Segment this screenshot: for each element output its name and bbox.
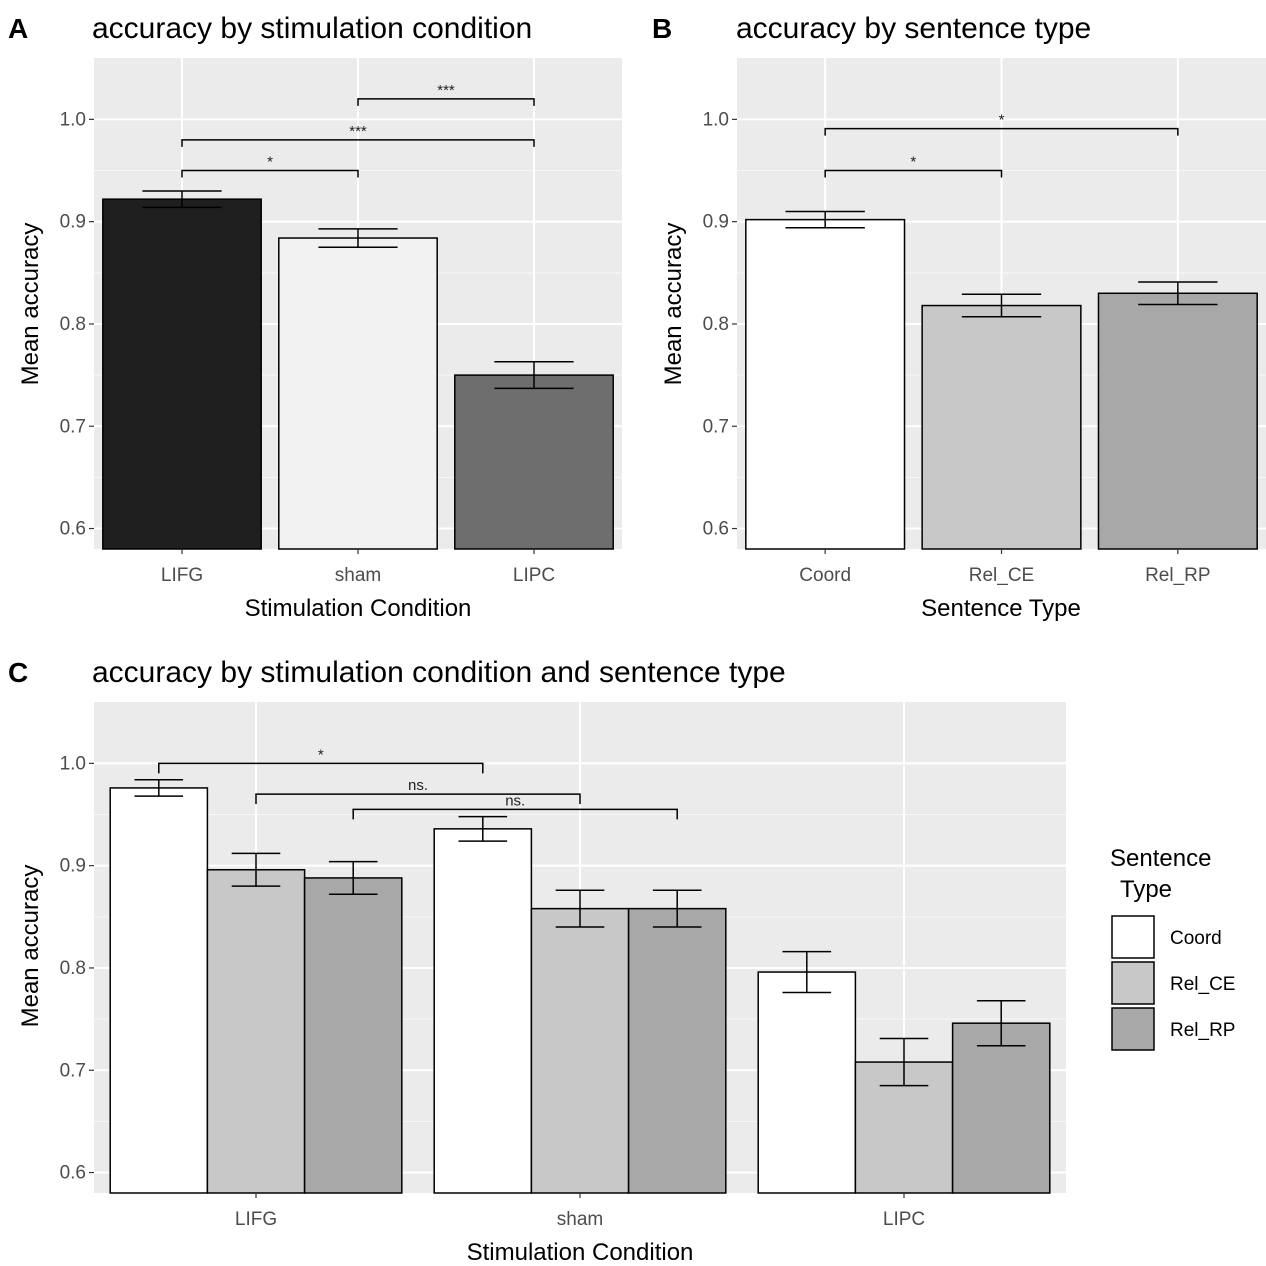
panel-b-xtick-label: Coord [799,565,851,586]
panel-a-xtick-label: LIFG [161,565,203,586]
panel-a-significance-bracket [181,139,535,147]
panel-c-ylabel: Mean accuracy [17,865,44,1028]
panel-b-ytick-label: 1.0 [703,109,729,130]
panel-c-ytick-label: 0.8 [60,958,86,979]
panel-c-significance-bracket [352,808,678,820]
panel-b-letter: B [652,13,672,44]
panel-b: B accuracy by sentence type 0.6 0.7 0.8 0.9… [652,12,1266,622]
panel-c-ytick-label: 0.6 [60,1163,86,1184]
panel-b-bar-coord [745,218,906,550]
panel-c-bar-lipc-rel_rp [951,1022,1051,1194]
panel-b-ytick-label: 0.8 [703,314,729,335]
panel-a-ytick-label: 0.6 [60,519,86,540]
panel-c-significance-label: ns. [505,792,525,809]
panel-c-letter: C [8,657,28,688]
panel-c-xtick-label: LIPC [883,1209,925,1230]
panel-a-ytick-label: 0.7 [60,416,86,437]
legend-label-rel_ce: Rel_CE [1170,974,1235,995]
panel-a-bar-sham [278,237,438,550]
panel-b-xtick-label: Rel_RP [1145,565,1210,586]
panel-b-ylabel: Mean accuracy [660,223,687,386]
panel-c-ytick-label: 0.9 [60,856,86,877]
panel-c-significance-label: ns. [408,777,428,794]
panel-b-ytick-label: 0.6 [703,519,729,540]
legend-title-line2: Type [1120,876,1172,903]
panel-b-ytick-label: 0.7 [703,416,729,437]
panel-a-xtick-label: sham [335,565,381,586]
panel-a-title: accuracy by stimulation condition [92,12,532,45]
panel-c-bar-lifg-rel_rp [303,877,403,1194]
panel-a-ytick-label: 1.0 [60,109,86,130]
legend-key-rel_ce [1111,961,1155,1005]
panel-a-bar-lifg [102,198,262,550]
panel-a-xlabel: Stimulation Condition [245,595,472,622]
panel-a-xtick-label: LIPC [513,565,555,586]
panel-b-bar-rel_rp [1097,292,1258,550]
panel-a-significance-label: *** [349,123,367,140]
panel-a-bar-lipc [454,374,614,550]
panel-c-significance-bracket [255,793,581,805]
panel-a-significance-bracket [181,169,359,178]
panel-b-significance-bracket [824,169,1003,178]
panel-a-ytick-label: 0.8 [60,314,86,335]
panel-c-title: accuracy by stimulation condition and se… [92,656,786,689]
panel-a-letter: A [8,13,28,44]
panel-b-plot: 0.6 0.7 0.8 0.9 1.0 Coord Rel_CE Rel_RP * * [703,58,1266,586]
panel-c-bar-lifg-coord [109,787,209,1194]
panel-b-bar-rel_ce [921,304,1082,550]
panel-c-bar-lifg-rel_ce [206,869,306,1194]
panel-b-title: accuracy by sentence type [736,12,1091,45]
panel-a-significance-bracket [357,98,535,106]
panel-c-ytick-label: 1.0 [60,753,86,774]
panel-c-bar-sham-rel_rp [627,907,727,1194]
panel-b-xlabel: Sentence Type [921,595,1081,622]
panel-c-significance-bracket [158,762,484,774]
panel-a-ylabel: Mean accuracy [17,223,44,386]
panel-c-xtick-label: sham [557,1209,603,1230]
panel-b-xtick-label: Rel_CE [969,565,1034,586]
panel-a-significance-label: *** [437,82,455,99]
panel-c-ytick-label: 0.7 [60,1060,86,1081]
legend-key-rel_rp [1111,1007,1155,1051]
panel-a: A accuracy by stimulation condition 0.6 0… [8,12,622,622]
panel-c-xtick-label: LIFG [235,1209,277,1230]
panel-b-significance-label: * [910,154,916,171]
panel-c-xlabel: Stimulation Condition [467,1239,694,1266]
panel-a-significance-label: * [267,154,273,171]
legend-label-coord: Coord [1170,928,1222,949]
legend-title-line1: Sentence [1110,845,1211,872]
panel-c-bar-lipc-coord [757,971,857,1194]
panel-b-ytick-label: 0.9 [703,212,729,233]
panel-c-bar-sham-rel_ce [530,907,630,1194]
legend: Sentence Type Coord Rel_CE Rel_RP [1110,845,1235,1051]
panel-a-ytick-label: 0.9 [60,212,86,233]
panel-c-bar-sham-coord [433,828,533,1194]
panel-b-significance-bracket [824,127,1179,136]
panel-c: C accuracy by stimulation condition and … [8,656,1235,1266]
legend-label-rel_rp: Rel_RP [1170,1020,1235,1041]
panel-c-significance-label: * [318,746,324,763]
legend-key-coord [1111,915,1155,959]
panel-b-significance-label: * [999,112,1005,129]
panel-c-plot: 0.6 0.7 0.8 0.9 1.0 LIFG sham LIPC * ns. ns. [60,702,1066,1230]
